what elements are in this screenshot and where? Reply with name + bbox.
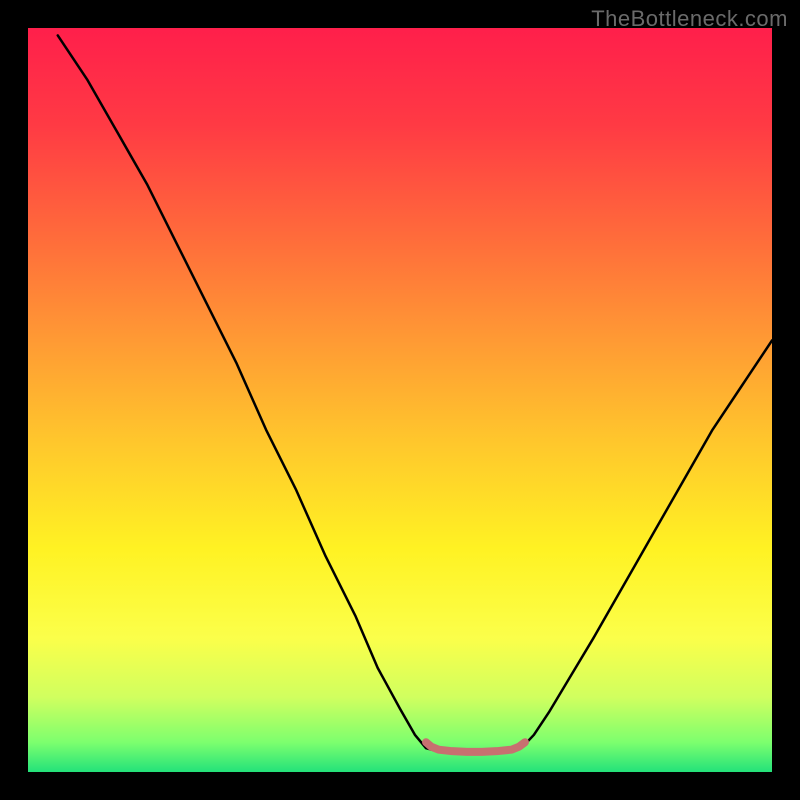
chart-background (28, 28, 772, 772)
chart-svg (28, 28, 772, 772)
chart (28, 28, 772, 772)
